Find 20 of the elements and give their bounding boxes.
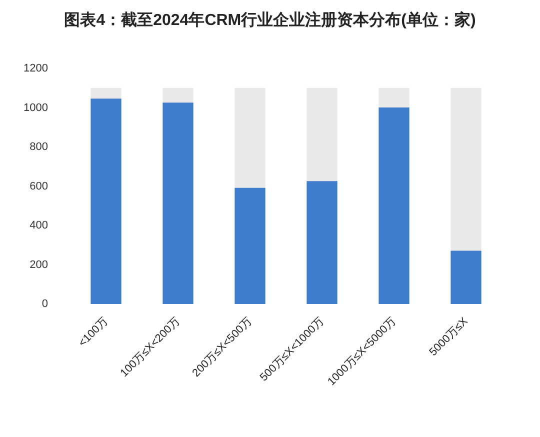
- y-tick-label: 400: [30, 220, 48, 232]
- bar: [450, 88, 482, 252]
- bar: [378, 88, 410, 108]
- y-tick-label: 200: [30, 258, 48, 271]
- bar: [450, 250, 482, 304]
- bar: [378, 108, 410, 304]
- bar: [162, 102, 194, 304]
- bar: [306, 181, 338, 304]
- y-tick-label: 1000: [24, 102, 48, 114]
- chart-title: 图表4：截至2024年CRM行业企业注册资本分布(单位：家): [63, 10, 477, 31]
- y-tick-label: 1200: [24, 62, 48, 75]
- bar: [234, 188, 266, 304]
- bar: [162, 88, 194, 104]
- bar: [90, 88, 122, 100]
- y-tick-label: 800: [30, 141, 48, 154]
- bar: [306, 88, 338, 182]
- y-tick-label: 0: [42, 298, 48, 310]
- bar: [234, 88, 266, 189]
- y-tick-label: 600: [30, 180, 48, 192]
- bar: [90, 98, 122, 304]
